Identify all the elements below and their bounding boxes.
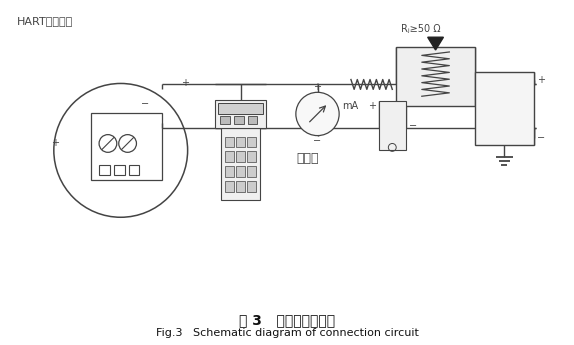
Text: mA: mA xyxy=(342,101,358,111)
Text: Rⱼ≥50 Ω: Rⱼ≥50 Ω xyxy=(401,24,441,34)
Text: 图 3   连接回路示意图: 图 3 连接回路示意图 xyxy=(239,314,335,327)
Bar xyxy=(475,72,534,146)
Text: +: + xyxy=(181,78,189,88)
Bar xyxy=(396,47,475,106)
Bar xyxy=(236,151,245,162)
Bar xyxy=(91,113,162,180)
Text: +: + xyxy=(537,75,545,85)
Polygon shape xyxy=(428,37,444,50)
Bar xyxy=(225,137,234,147)
Bar xyxy=(225,151,234,162)
Text: −: − xyxy=(141,99,149,109)
Text: +: + xyxy=(51,138,59,148)
Bar xyxy=(247,116,258,124)
Bar xyxy=(221,128,261,199)
Text: −: − xyxy=(537,132,545,142)
Bar xyxy=(225,166,234,177)
Bar xyxy=(234,116,244,124)
Text: Fig.3   Schematic diagram of connection circuit: Fig.3 Schematic diagram of connection ci… xyxy=(156,328,418,338)
Text: 电流表: 电流表 xyxy=(296,152,319,165)
Bar xyxy=(247,151,255,162)
Bar xyxy=(215,100,266,128)
Bar xyxy=(99,165,110,175)
Bar xyxy=(114,165,125,175)
Bar xyxy=(225,181,234,192)
Bar xyxy=(247,181,255,192)
Bar xyxy=(247,137,255,147)
Text: −: − xyxy=(313,136,321,146)
Bar xyxy=(378,101,406,150)
Bar xyxy=(218,103,263,114)
Text: +: + xyxy=(313,82,321,92)
Circle shape xyxy=(296,92,339,136)
Text: 电源: 电源 xyxy=(497,102,512,116)
Bar xyxy=(220,116,230,124)
Text: HART兼容设备: HART兼容设备 xyxy=(17,17,73,27)
Bar xyxy=(129,165,139,175)
Bar xyxy=(236,137,245,147)
Text: +: + xyxy=(367,101,375,111)
Bar xyxy=(247,166,255,177)
Bar xyxy=(236,181,245,192)
Bar xyxy=(236,166,245,177)
Text: −: − xyxy=(409,121,417,131)
